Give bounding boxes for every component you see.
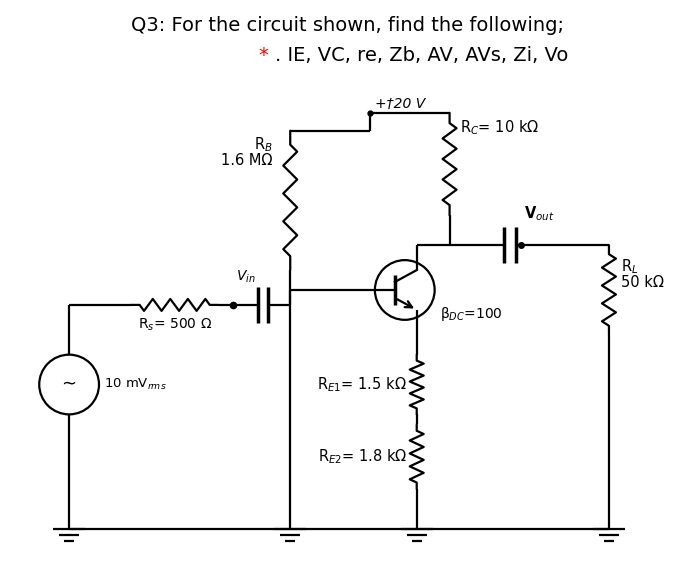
Text: Q3: For the circuit shown, find the following;: Q3: For the circuit shown, find the foll… (131, 17, 564, 35)
Text: 1.6 MΩ: 1.6 MΩ (221, 152, 272, 168)
Text: +†20 V: +†20 V (375, 97, 425, 111)
Text: ∼: ∼ (62, 376, 76, 393)
Text: R$_s$= 500 Ω: R$_s$= 500 Ω (138, 317, 212, 333)
Text: R$_{E1}$= 1.5 kΩ: R$_{E1}$= 1.5 kΩ (317, 375, 407, 394)
Text: V$_{in}$: V$_{in}$ (236, 268, 256, 285)
Text: 10 mV$_{rms}$: 10 mV$_{rms}$ (104, 377, 167, 392)
Text: *: * (259, 46, 275, 65)
Text: R$_L$: R$_L$ (621, 257, 638, 276)
Text: V$_{out}$: V$_{out}$ (524, 204, 555, 223)
Text: R$_B$: R$_B$ (254, 136, 272, 154)
Text: 50 kΩ: 50 kΩ (621, 275, 664, 290)
Text: R$_C$= 10 kΩ: R$_C$= 10 kΩ (459, 118, 539, 136)
Text: . IE, VC, re, Zb, AV, AVs, Zi, Vo: . IE, VC, re, Zb, AV, AVs, Zi, Vo (275, 46, 569, 65)
Text: R$_{E2}$= 1.8 kΩ: R$_{E2}$= 1.8 kΩ (318, 447, 407, 466)
Text: β$_{DC}$=100: β$_{DC}$=100 (440, 305, 502, 323)
